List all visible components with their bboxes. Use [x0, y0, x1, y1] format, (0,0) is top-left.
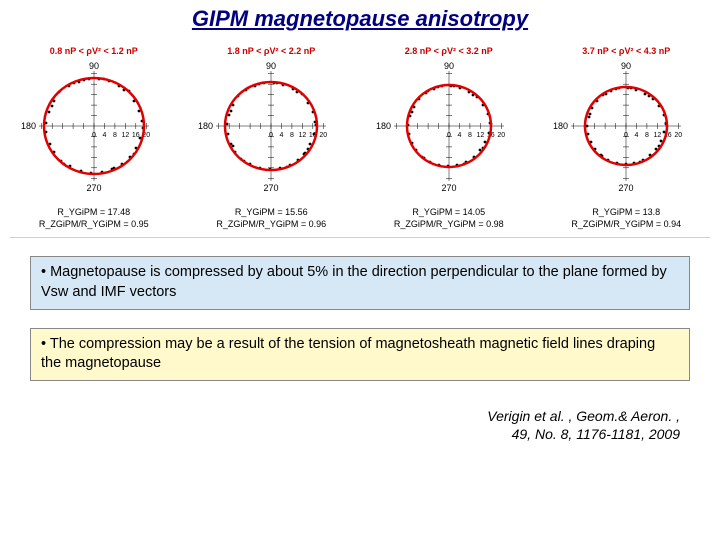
- citation-line2: 49, No. 8, 1176-1181, 2009: [512, 426, 680, 442]
- svg-text:8: 8: [645, 132, 649, 139]
- chart-stats: R_YGiPM = 17.48R_ZGiPM/R_YGiPM = 0.95: [14, 207, 174, 230]
- divider: [10, 237, 710, 238]
- svg-text:4: 4: [280, 132, 284, 139]
- svg-text:12: 12: [121, 132, 129, 139]
- chart-1: 1.8 nP < ρV² < 2.2 nP04812162090180270R_…: [191, 46, 351, 230]
- chart-range-label: 0.8 nP < ρV² < 1.2 nP: [14, 46, 174, 56]
- svg-text:20: 20: [675, 132, 683, 139]
- svg-text:12: 12: [476, 132, 484, 139]
- svg-text:180: 180: [21, 121, 36, 131]
- svg-text:8: 8: [290, 132, 294, 139]
- chart-range-label: 1.8 nP < ρV² < 2.2 nP: [191, 46, 351, 56]
- chart-range-label: 2.8 nP < ρV² < 3.2 nP: [369, 46, 529, 56]
- svg-text:90: 90: [444, 61, 454, 71]
- svg-text:8: 8: [468, 132, 472, 139]
- svg-text:0: 0: [269, 132, 273, 139]
- svg-text:0: 0: [447, 132, 451, 139]
- svg-text:270: 270: [619, 183, 634, 193]
- svg-text:0: 0: [92, 132, 96, 139]
- polar-chart: 04812162090180270: [191, 58, 351, 198]
- svg-text:180: 180: [376, 121, 391, 131]
- svg-text:270: 270: [86, 183, 101, 193]
- svg-text:12: 12: [299, 132, 307, 139]
- svg-text:90: 90: [266, 61, 276, 71]
- page-title: GIPM magnetopause anisotropy: [0, 0, 720, 36]
- svg-text:4: 4: [102, 132, 106, 139]
- svg-text:4: 4: [457, 132, 461, 139]
- svg-text:180: 180: [198, 121, 213, 131]
- chart-stats: R_YGiPM = 13.8R_ZGiPM/R_YGiPM = 0.94: [546, 207, 706, 230]
- polar-chart: 04812162090180270: [369, 58, 529, 198]
- svg-text:20: 20: [497, 132, 505, 139]
- charts-row: 0.8 nP < ρV² < 1.2 nP04812162090180270R_…: [0, 36, 720, 235]
- svg-text:90: 90: [621, 61, 631, 71]
- svg-text:270: 270: [441, 183, 456, 193]
- polar-chart: 04812162090180270: [14, 58, 174, 198]
- svg-text:8: 8: [113, 132, 117, 139]
- citation-line1: Verigin et al. , Geom.& Aeron. ,: [487, 408, 680, 424]
- note-2: • The compression may be a result of the…: [30, 328, 690, 381]
- chart-stats: R_YGiPM = 14.05R_ZGiPM/R_YGiPM = 0.98: [369, 207, 529, 230]
- svg-text:90: 90: [89, 61, 99, 71]
- svg-text:0: 0: [624, 132, 628, 139]
- polar-chart: 04812162090180270: [546, 58, 706, 198]
- note-1: • Magnetopause is compressed by about 5%…: [30, 256, 690, 309]
- chart-range-label: 3.7 nP < ρV² < 4.3 nP: [546, 46, 706, 56]
- chart-0: 0.8 nP < ρV² < 1.2 nP04812162090180270R_…: [14, 46, 174, 230]
- chart-stats: R_YGiPM = 15.56R_ZGiPM/R_YGiPM = 0.96: [191, 207, 351, 230]
- svg-text:4: 4: [635, 132, 639, 139]
- chart-2: 2.8 nP < ρV² < 3.2 nP04812162090180270R_…: [369, 46, 529, 230]
- svg-text:12: 12: [654, 132, 662, 139]
- citation: Verigin et al. , Geom.& Aeron. , 49, No.…: [0, 391, 720, 443]
- chart-3: 3.7 nP < ρV² < 4.3 nP04812162090180270R_…: [546, 46, 706, 230]
- svg-text:20: 20: [320, 132, 328, 139]
- svg-text:270: 270: [264, 183, 279, 193]
- svg-text:180: 180: [553, 121, 568, 131]
